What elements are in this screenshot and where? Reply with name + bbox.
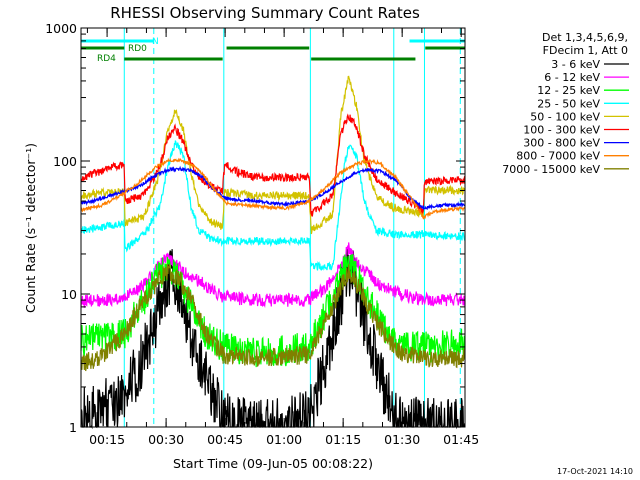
legend-label: 12 - 25 keV bbox=[537, 84, 600, 97]
series-line bbox=[80, 263, 466, 372]
y-axis-label: Count Rate (s⁻¹ detector⁻¹) bbox=[23, 143, 38, 313]
legend-label: 7000 - 15000 keV bbox=[502, 163, 600, 176]
plot-area bbox=[80, 28, 466, 430]
y-axis: 1 10 100 1000 bbox=[45, 21, 465, 435]
flag-bars: N RD0 RD4 bbox=[81, 37, 465, 64]
legend-label: 50 - 100 keV bbox=[530, 110, 600, 123]
footer-timestamp: 17-Oct-2021 14:10 bbox=[557, 467, 633, 476]
x-tick-label: 01:00 bbox=[266, 432, 302, 447]
series-line bbox=[80, 140, 466, 271]
x-tick-label: 01:45 bbox=[443, 432, 479, 447]
series-line bbox=[80, 247, 466, 430]
legend-header-line-1: Det 1,3,4,5,6,9, bbox=[542, 31, 628, 44]
series-line bbox=[80, 113, 466, 217]
x-tick-label: 01:30 bbox=[384, 432, 420, 447]
series-line bbox=[80, 75, 465, 235]
y-tick-label: 1000 bbox=[45, 21, 77, 36]
flag-label: N bbox=[152, 37, 159, 47]
chart-title: RHESSI Observing Summary Count Rates bbox=[110, 4, 420, 22]
x-axis-label: Start Time (09-Jun-05 00:08:22) bbox=[173, 456, 373, 471]
legend-label: 25 - 50 keV bbox=[537, 97, 600, 110]
series-line bbox=[80, 242, 466, 309]
legend-label: 6 - 12 keV bbox=[544, 71, 600, 84]
y-tick-label: 100 bbox=[53, 154, 77, 169]
y-tick-label: 1 bbox=[69, 420, 77, 435]
x-tick-label: 00:15 bbox=[89, 432, 125, 447]
legend-label: 100 - 300 keV bbox=[523, 124, 600, 137]
y-tick-label: 10 bbox=[61, 287, 77, 302]
legend-label: 800 - 7000 keV bbox=[516, 150, 600, 163]
legend-label: 300 - 800 keV bbox=[523, 137, 600, 150]
series-line bbox=[80, 157, 466, 220]
x-axis: 00:15 00:30 00:45 01:00 01:15 01:30 01:45 bbox=[86, 28, 479, 447]
plot-frame bbox=[80, 27, 466, 428]
legend-label: 3 - 6 keV bbox=[551, 58, 600, 71]
legend-header: Det 1,3,4,5,6,9, FDecim 1, Att 0 bbox=[542, 31, 628, 57]
flag-label: RD0 bbox=[128, 44, 147, 54]
x-tick-label: 00:45 bbox=[207, 432, 243, 447]
x-tick-label: 01:15 bbox=[325, 432, 361, 447]
flag-label: RD4 bbox=[97, 54, 116, 64]
x-tick-label: 00:30 bbox=[148, 432, 184, 447]
legend-header-line-2: FDecim 1, Att 0 bbox=[543, 44, 628, 57]
